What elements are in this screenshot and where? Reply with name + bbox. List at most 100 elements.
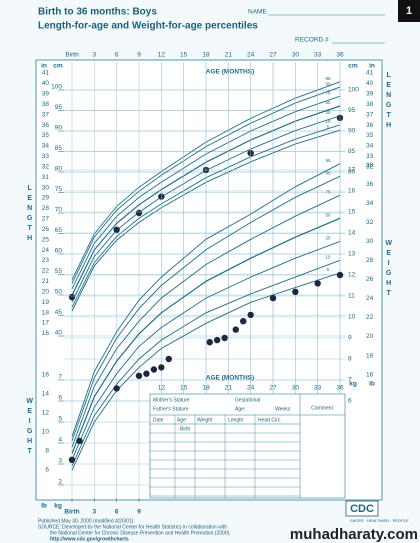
percentile-label: 25 bbox=[325, 110, 331, 115]
y2-alt-tick-label: 18 bbox=[366, 352, 374, 359]
y-tick-label: 40 bbox=[55, 330, 63, 337]
x-tick-label: 3 bbox=[93, 52, 97, 59]
y2-tick-label: 11 bbox=[348, 293, 355, 300]
percentile-label: 50 bbox=[325, 212, 331, 217]
footer-text: the National Center for Chronic Disease … bbox=[50, 530, 231, 536]
percentile-label: 25 bbox=[325, 236, 331, 241]
y2-tick-label: 14 bbox=[348, 230, 356, 237]
measurement-point bbox=[221, 334, 228, 342]
measurement-point bbox=[247, 311, 254, 319]
y-alt-tick-label: 6 bbox=[45, 467, 49, 474]
x-tick-label: 33 bbox=[314, 385, 322, 392]
table-header: Head Circ. bbox=[258, 417, 282, 423]
y-alt-tick-label: 14 bbox=[42, 390, 50, 397]
y-tick-label: 100 bbox=[51, 84, 62, 91]
percentile-curve bbox=[71, 163, 341, 437]
measurement-point bbox=[135, 372, 143, 379]
name-label: NAME bbox=[248, 9, 267, 16]
y2-tick-label: 13 bbox=[348, 251, 356, 258]
x-tick-label: 30 bbox=[292, 52, 300, 59]
y-tick-label: 45 bbox=[55, 309, 63, 316]
y-tick-label: 3 bbox=[58, 458, 62, 465]
x-tick-label: Birth bbox=[65, 52, 79, 59]
side-label: WEIGHT bbox=[25, 398, 33, 458]
page-number-box bbox=[398, 0, 420, 22]
y-alt-tick-label: 28 bbox=[42, 205, 50, 212]
x-axis-label: AGE (MONTHS) bbox=[206, 69, 254, 76]
y-unit: kg bbox=[54, 503, 62, 510]
y-alt-tick-label: 26 bbox=[42, 226, 50, 233]
y-alt-tick-label: 29 bbox=[42, 195, 50, 202]
x-tick-label: 30 bbox=[292, 385, 300, 392]
x-tick-label: 6 bbox=[115, 52, 119, 59]
y-tick-label: 65 bbox=[55, 227, 63, 234]
y-alt-tick-label: 24 bbox=[42, 247, 50, 254]
y-alt-tick-label: 23 bbox=[42, 257, 50, 264]
table-label: Gestational bbox=[235, 397, 260, 403]
y2-tick-label: 85 bbox=[348, 148, 356, 155]
table-label: Weeks bbox=[275, 406, 291, 412]
x-tick-label: 33 bbox=[314, 52, 322, 59]
percentile-curve bbox=[71, 240, 341, 460]
footer-url: http://www.cdc.gov/growthcharts bbox=[50, 536, 129, 542]
x-tick-label: 27 bbox=[269, 385, 277, 392]
x-tick-label: 12 bbox=[158, 385, 166, 392]
x-tick-label: 27 bbox=[269, 52, 277, 59]
y2-tick-label: 7 bbox=[348, 377, 352, 384]
y2-alt-tick-label: 34 bbox=[366, 200, 374, 207]
x-tick-label: 18 bbox=[202, 52, 210, 59]
measurement-point bbox=[165, 355, 172, 363]
y2-alt-tick-label: 30 bbox=[366, 238, 374, 245]
y-tick-label: 70 bbox=[55, 207, 63, 214]
x-tick-label: 21 bbox=[225, 52, 233, 59]
y2-alt-tick-label: 26 bbox=[366, 276, 374, 283]
record-table: Mother's Stature Gestational Father's St… bbox=[149, 393, 346, 499]
measurement-point bbox=[158, 364, 165, 371]
percentile-label: 5 bbox=[327, 124, 330, 129]
y-tick-label: 80 bbox=[55, 166, 63, 173]
x-tick-label: 9 bbox=[137, 52, 141, 59]
y2-alt-tick-label: 22 bbox=[366, 314, 374, 321]
table-box bbox=[149, 393, 346, 499]
measurement-point bbox=[213, 336, 221, 344]
y-alt-tick-label: 32 bbox=[42, 163, 50, 170]
percentile-curve bbox=[71, 272, 341, 471]
measurement-point bbox=[76, 437, 83, 445]
side-label: LENGTH bbox=[26, 185, 33, 245]
y-tick-label: 55 bbox=[55, 268, 63, 275]
y2-alt-tick-label: 33 bbox=[366, 153, 374, 160]
measurement-point bbox=[292, 288, 299, 295]
measurement-point bbox=[68, 293, 76, 301]
percentile-label: 10 bbox=[325, 254, 331, 259]
table-label: Age: bbox=[235, 406, 245, 412]
percentile-label: 10 bbox=[325, 119, 331, 124]
y-tick-label: 6 bbox=[58, 395, 62, 402]
y-alt-tick-label: 8 bbox=[45, 448, 49, 455]
y2-tick-label: 100 bbox=[348, 87, 359, 94]
percentile-label: 50 bbox=[325, 100, 331, 105]
measurement-point bbox=[336, 271, 344, 279]
y-alt-tick-label: 34 bbox=[42, 143, 50, 150]
y-alt-tick-label: 36 bbox=[42, 122, 50, 129]
y-unit: in bbox=[41, 63, 47, 70]
x-tick-label: 12 bbox=[158, 52, 166, 59]
y-alt-tick-label: 12 bbox=[42, 409, 50, 416]
y2-alt-tick-label: 32 bbox=[366, 219, 374, 226]
y2-alt-tick-label: 37 bbox=[366, 111, 374, 118]
y2-alt-tick-label: 24 bbox=[366, 295, 374, 302]
y2-alt-tick-label: 36 bbox=[366, 181, 374, 188]
y2-alt-tick-label: 34 bbox=[366, 143, 374, 150]
y-tick-label: 5 bbox=[58, 416, 62, 423]
y2-alt-tick-label: 39 bbox=[366, 91, 374, 98]
y-tick-label: 75 bbox=[55, 186, 63, 193]
measurement-point bbox=[269, 294, 277, 302]
percentile-label: 5 bbox=[327, 267, 330, 272]
y-alt-tick-label: 37 bbox=[42, 111, 50, 118]
table-header: Length bbox=[228, 417, 244, 423]
y-alt-tick-label: 20 bbox=[42, 288, 50, 295]
y2-alt-tick-label: 32 bbox=[366, 163, 374, 170]
y-unit: cm bbox=[53, 63, 63, 70]
y2-alt-tick-label: 41 bbox=[366, 70, 374, 77]
percentile-curve bbox=[71, 259, 341, 467]
y2-tick-label: 17 bbox=[348, 167, 356, 174]
